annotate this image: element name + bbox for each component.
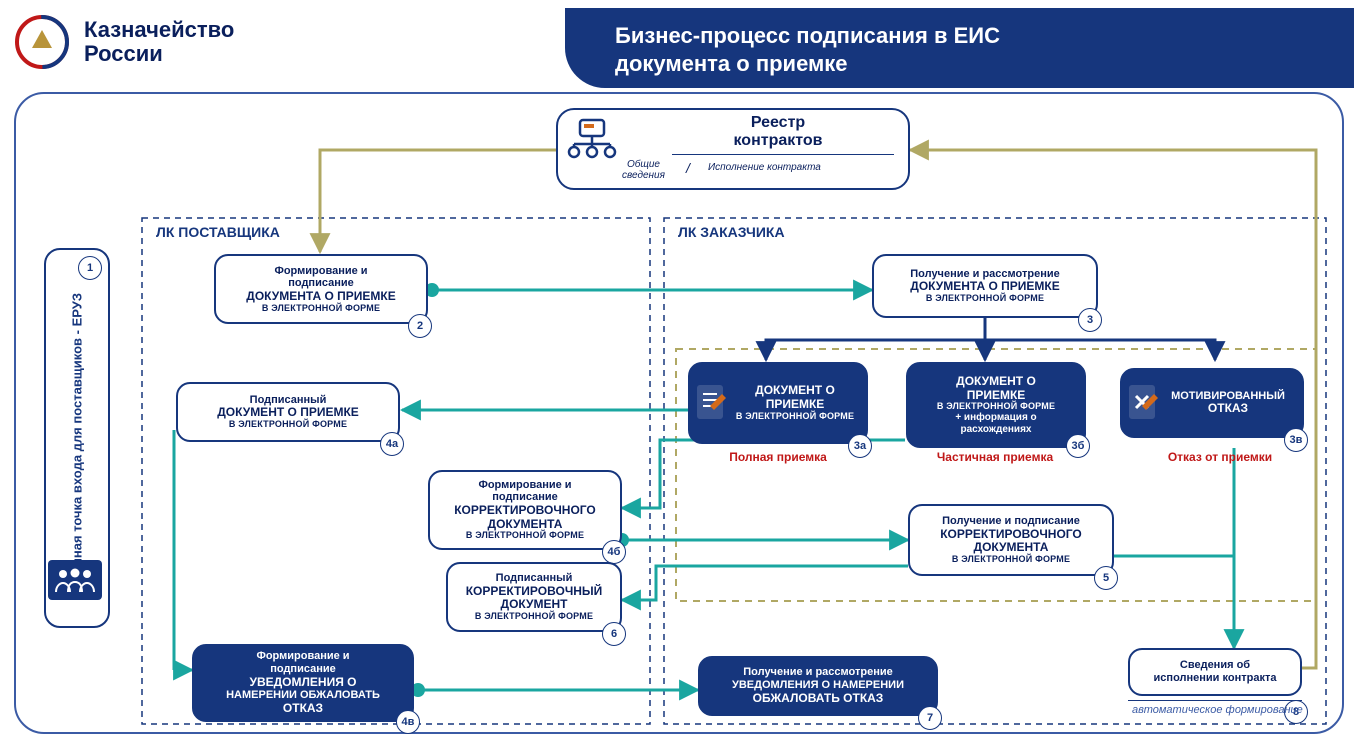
supplier-label: ЛК ПОСТАВЩИКА xyxy=(156,224,280,240)
customer-label: ЛК ЗАКАЗЧИКА xyxy=(678,224,785,240)
node-4a: Подписанный ДОКУМЕНТ О ПРИЕМКЕ В ЭЛЕКТРО… xyxy=(176,382,400,442)
emblem-icon xyxy=(14,14,70,70)
badge-1: 1 xyxy=(78,256,102,280)
node-8: Сведения об исполнении контракта xyxy=(1128,648,1302,696)
auto-caption: автоматическое формирование xyxy=(1132,704,1303,716)
node-3b: ДОКУМЕНТ О ПРИЕМКЕ В ЭЛЕКТРОННОЙ ФОРМЕ +… xyxy=(906,362,1086,448)
node-3v: МОТИВИРОВАННЫЙ ОТКАЗ xyxy=(1120,368,1304,438)
node-3a: ДОКУМЕНТ О ПРИЕМКЕ В ЭЛЕКТРОННОЙ ФОРМЕ xyxy=(688,362,868,444)
node-6: Подписанный КОРРЕКТИРОВОЧНЫЙ ДОКУМЕНТ В … xyxy=(446,562,622,632)
org-name: Казначейство России xyxy=(84,18,234,66)
badge-7: 7 xyxy=(918,706,942,730)
server-icon xyxy=(566,118,618,162)
caption-full: Полная приемка xyxy=(708,450,848,464)
badge-6: 6 xyxy=(602,622,626,646)
people-icon xyxy=(48,560,102,600)
document-icon xyxy=(696,384,728,424)
node-4b: Формирование и подписание КОРРЕКТИРОВОЧН… xyxy=(428,470,622,550)
caption-reject: Отказ от приемки xyxy=(1150,450,1290,464)
badge-4a: 4а xyxy=(380,432,404,456)
org-block: Казначейство России xyxy=(14,14,234,70)
node-7: Получение и рассмотрение УВЕДОМЛЕНИЯ О Н… xyxy=(698,656,938,716)
badge-3v: 3в xyxy=(1284,428,1308,452)
badge-4v: 4в xyxy=(396,710,420,734)
badge-2: 2 xyxy=(408,314,432,338)
registry-block: Реестр контрактов Общиесведения / Исполн… xyxy=(556,108,910,190)
title-band: Бизнес-процесс подписания в ЕИС документ… xyxy=(565,8,1354,88)
node-5: Получение и подписание КОРРЕКТИРОВОЧНОГО… xyxy=(908,504,1114,576)
caption-partial: Частичная приемка xyxy=(920,450,1070,464)
node-4v: Формирование и подписание УВЕДОМЛЕНИЯ О … xyxy=(192,644,414,722)
reject-icon xyxy=(1128,384,1160,424)
badge-5: 5 xyxy=(1094,566,1118,590)
node-2: Формирование и подписание ДОКУМЕНТА О ПР… xyxy=(214,254,428,324)
badge-3: 3 xyxy=(1078,308,1102,332)
badge-3a: 3а xyxy=(848,434,872,458)
badge-4b: 4б xyxy=(602,540,626,564)
node-3: Получение и рассмотрение ДОКУМЕНТА О ПРИ… xyxy=(872,254,1098,318)
